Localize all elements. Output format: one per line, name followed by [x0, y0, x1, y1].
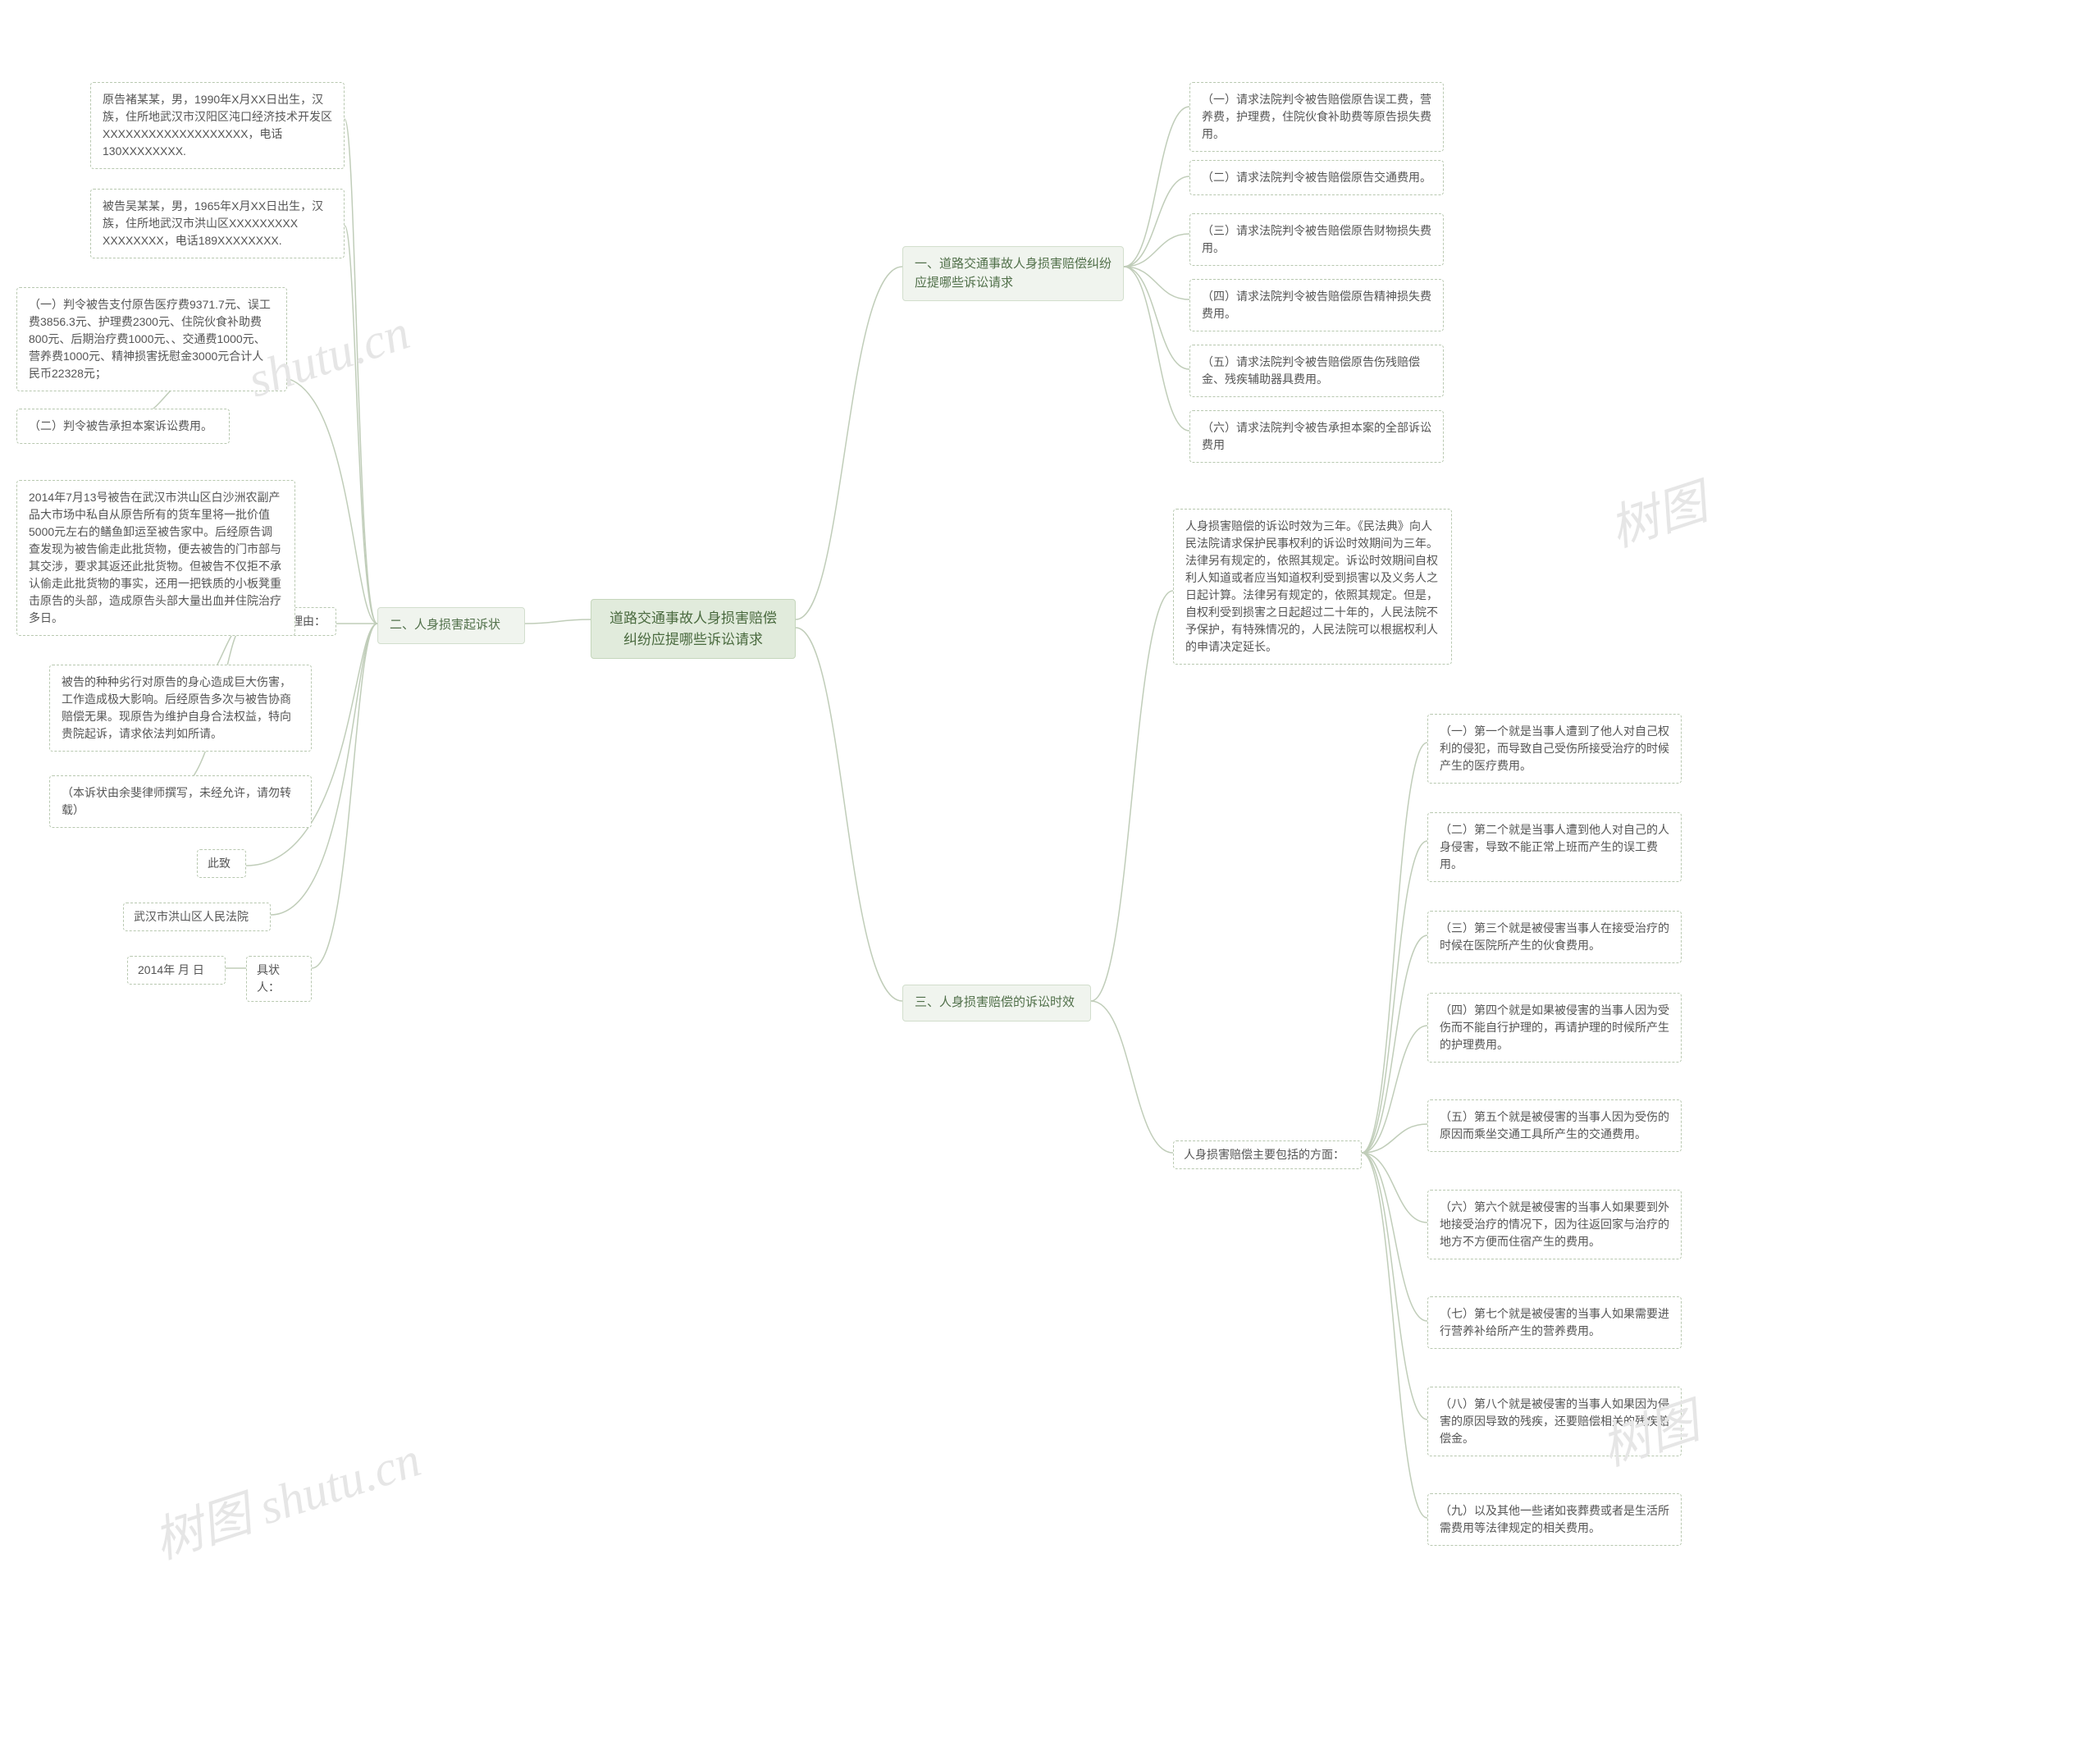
b1-leaf-4[interactable]: （四）请求法院判令被告赔偿原告精神损失费费用。: [1189, 279, 1444, 331]
b1-leaf-6[interactable]: （六）请求法院判令被告承担本案的全部诉讼费用: [1189, 410, 1444, 463]
b2-facts-3[interactable]: （本诉状由余斐律师撰写，未经允许，请勿转载）: [49, 775, 312, 828]
b2-plaintiff[interactable]: 原告褚某某，男，1990年X月XX日出生，汉族，住所地武汉市汉阳区沌口经济技术开…: [90, 82, 345, 169]
b3-aspect-3[interactable]: （三）第三个就是被侵害当事人在接受治疗的时候在医院所产生的伙食费用。: [1427, 911, 1682, 963]
b2-claim-1[interactable]: （一）判令被告支付原告医疗费9371.7元、误工费3856.3元、护理费2300…: [16, 287, 287, 391]
b3-aspect-9[interactable]: （九）以及其他一些诸如丧葬费或者是生活所需费用等法律规定的相关费用。: [1427, 1493, 1682, 1546]
b3-aspect-5[interactable]: （五）第五个就是被侵害的当事人因为受伤的原因而乘坐交通工具所产生的交通费用。: [1427, 1099, 1682, 1152]
b2-end-3[interactable]: 2014年 月 日: [127, 956, 226, 985]
b3-main[interactable]: 人身损害赔偿的诉讼时效为三年。《民法典》向人民法院请求保护民事权利的诉讼时效期间…: [1173, 509, 1452, 665]
b2-facts-2[interactable]: 被告的种种劣行对原告的身心造成巨大伤害，工作造成极大影响。后经原告多次与被告协商…: [49, 665, 312, 752]
b3-aspect-7[interactable]: （七）第七个就是被侵害的当事人如果需要进行营养补给所产生的营养费用。: [1427, 1296, 1682, 1349]
b1-leaf-1[interactable]: （一）请求法院判令被告赔偿原告误工费，营养费，护理费，住院伙食补助费等原告损失费…: [1189, 82, 1444, 152]
b1-leaf-3[interactable]: （三）请求法院判令被告赔偿原告财物损失费用。: [1189, 213, 1444, 266]
b2-end-4[interactable]: 具状人：: [246, 956, 312, 1002]
watermark-2: 树图 shutu.cn: [144, 1419, 428, 1573]
b2-defendant[interactable]: 被告吴某某，男，1965年X月XX日出生，汉族，住所地武汉市洪山区XXXXXXX…: [90, 189, 345, 258]
b3-aspect-8[interactable]: （八）第八个就是被侵害的当事人如果因为侵害的原因导致的残疾，还要赔偿相关的残疾赔…: [1427, 1387, 1682, 1456]
b3-aspect-2[interactable]: （二）第二个就是当事人遭到他人对自己的人身侵害，导致不能正常上班而产生的误工费用…: [1427, 812, 1682, 882]
b1-leaf-5[interactable]: （五）请求法院判令被告赔偿原告伤残赔偿金、残疾辅助器具费用。: [1189, 345, 1444, 397]
b2-end-2[interactable]: 武汉市洪山区人民法院: [123, 903, 271, 931]
b1-leaf-2[interactable]: （二）请求法院判令被告赔偿原告交通费用。: [1189, 160, 1444, 195]
b3-aspect-1[interactable]: （一）第一个就是当事人遭到了他人对自己权利的侵犯，而导致自己受伤所接受治疗的时候…: [1427, 714, 1682, 784]
b2-end-1[interactable]: 此致: [197, 849, 246, 878]
branch-3[interactable]: 三、人身损害赔偿的诉讼时效: [902, 985, 1091, 1022]
branch-2[interactable]: 二、人身损害起诉状: [377, 607, 525, 644]
b3-aspects-label[interactable]: 人身损害赔偿主要包括的方面：: [1173, 1140, 1362, 1169]
b3-aspect-4[interactable]: （四）第四个就是如果被侵害的当事人因为受伤而不能自行护理的，再请护理的时候所产生…: [1427, 993, 1682, 1063]
b2-claim-2[interactable]: （二）判令被告承担本案诉讼费用。: [16, 409, 230, 444]
watermark-3: 树图: [1599, 463, 1714, 561]
branch-1[interactable]: 一、道路交通事故人身损害赔偿纠纷应提哪些诉讼请求: [902, 246, 1124, 301]
b2-facts-1[interactable]: 2014年7月13号被告在武汉市洪山区白沙洲农副产品大市场中私自从原告所有的货车…: [16, 480, 295, 636]
center-node[interactable]: 道路交通事故人身损害赔偿纠纷应提哪些诉讼请求: [591, 599, 796, 659]
b3-aspect-6[interactable]: （六）第六个就是被侵害的当事人如果要到外地接受治疗的情况下，因为往返回家与治疗的…: [1427, 1190, 1682, 1259]
